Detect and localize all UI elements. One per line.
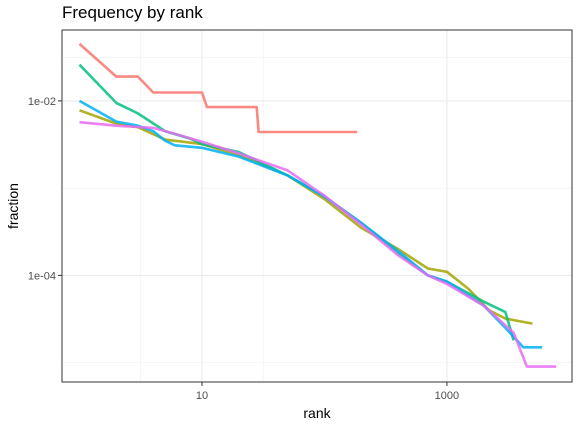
chart-title: Frequency by rank xyxy=(62,3,203,22)
y-tick-label: 1e-02 xyxy=(28,96,56,108)
y-axis-title: fraction xyxy=(5,183,21,229)
axis-ticks: 10 1000 1e-02 1e-04 xyxy=(28,96,459,402)
series-line-3 xyxy=(78,63,515,341)
panel-border xyxy=(61,29,573,383)
series-line-4 xyxy=(78,99,543,349)
series-line-5 xyxy=(79,120,557,368)
grid-minor xyxy=(62,30,572,382)
grid-major xyxy=(62,30,572,382)
series-line-1 xyxy=(78,42,358,134)
x-tick-label: 10 xyxy=(196,390,208,402)
x-tick-label: 1000 xyxy=(435,390,459,402)
x-axis-title: rank xyxy=(303,405,331,421)
y-tick-label: 1e-04 xyxy=(28,270,56,282)
series-layer xyxy=(78,42,557,368)
